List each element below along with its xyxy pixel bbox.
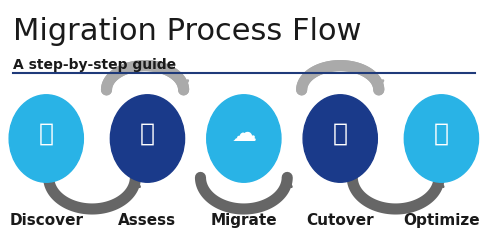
Text: ☁: ☁ bbox=[231, 122, 256, 146]
Text: Assess: Assess bbox=[118, 213, 176, 228]
Text: Optimize: Optimize bbox=[402, 213, 479, 228]
Text: Cutover: Cutover bbox=[306, 213, 373, 228]
Ellipse shape bbox=[303, 95, 377, 182]
Text: Discover: Discover bbox=[9, 213, 83, 228]
Text: 📈: 📈 bbox=[332, 122, 347, 146]
Text: 🔍: 🔍 bbox=[140, 122, 155, 146]
Ellipse shape bbox=[206, 95, 281, 182]
Ellipse shape bbox=[404, 95, 478, 182]
Text: A step-by-step guide: A step-by-step guide bbox=[13, 58, 175, 72]
Ellipse shape bbox=[9, 95, 83, 182]
Text: Migration Process Flow: Migration Process Flow bbox=[13, 17, 360, 46]
Ellipse shape bbox=[110, 95, 184, 182]
Text: Migrate: Migrate bbox=[210, 213, 277, 228]
Text: 🖥: 🖥 bbox=[39, 122, 54, 146]
Text: 💡: 💡 bbox=[433, 122, 448, 146]
